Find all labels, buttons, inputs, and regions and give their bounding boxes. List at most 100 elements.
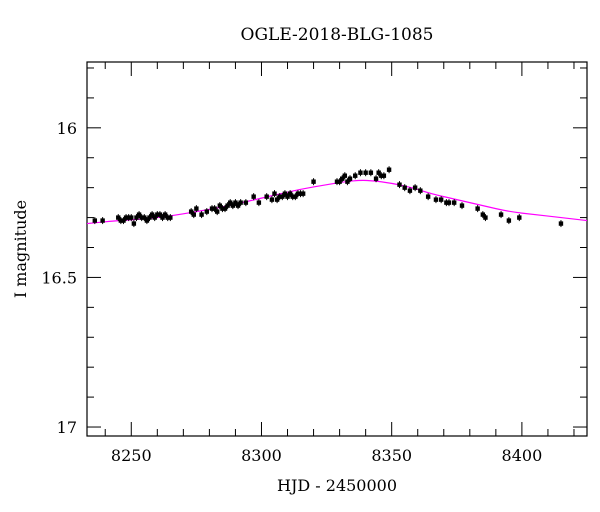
point-marker (282, 191, 288, 196)
data-point (412, 184, 418, 192)
data-point (194, 205, 199, 213)
point-marker (358, 170, 363, 175)
point-marker (353, 173, 358, 178)
point-marker (280, 194, 285, 199)
data-point (293, 193, 298, 201)
data-point (100, 217, 105, 225)
data-point (285, 193, 290, 201)
data-point (168, 214, 173, 222)
data-point (363, 169, 368, 177)
point-marker (264, 194, 269, 199)
point-marker (295, 191, 301, 196)
point-marker (412, 185, 418, 190)
data-point (126, 214, 131, 222)
data-point (165, 214, 170, 222)
axis-ticks (87, 62, 587, 436)
data-point (287, 190, 293, 198)
point-marker (230, 203, 236, 208)
data-point (402, 184, 407, 192)
data-point (92, 217, 98, 225)
data-point (230, 202, 236, 210)
data-point (347, 175, 353, 183)
data-point (373, 175, 379, 183)
data-point (277, 193, 282, 201)
data-point (264, 193, 269, 201)
point-marker (293, 194, 298, 199)
data-point (483, 214, 488, 222)
point-marker (407, 188, 413, 193)
point-marker (345, 179, 350, 184)
point-marker (165, 215, 170, 220)
point-marker (215, 209, 220, 214)
data-point (121, 217, 126, 225)
data-point (300, 190, 306, 198)
data-point (269, 196, 275, 204)
point-marker (123, 215, 129, 220)
data-point (225, 202, 230, 210)
point-marker (118, 218, 124, 223)
data-point (139, 214, 144, 222)
data-point (256, 199, 262, 207)
data-point (123, 214, 129, 222)
data-point (425, 193, 431, 201)
data-point (157, 211, 163, 219)
point-marker (386, 167, 392, 172)
point-marker (334, 179, 340, 184)
point-marker (290, 194, 295, 199)
data-point (160, 214, 165, 222)
point-marker (144, 218, 150, 223)
point-marker (256, 200, 262, 205)
y-tick-label: 17 (57, 418, 77, 437)
point-marker (204, 209, 209, 214)
data-point (217, 202, 223, 210)
data-point (149, 211, 155, 219)
data-point (282, 190, 288, 198)
data-point (295, 190, 301, 198)
point-marker (233, 200, 238, 205)
point-marker (129, 215, 134, 220)
point-marker (274, 197, 280, 202)
data-point (397, 181, 402, 189)
point-marker (433, 197, 439, 202)
data-point (129, 214, 134, 222)
point-marker (506, 218, 512, 223)
data-point (498, 211, 504, 219)
point-marker (220, 206, 225, 211)
data-point (238, 199, 243, 207)
y-tick-label: 16.5 (41, 268, 77, 287)
point-marker (162, 212, 168, 217)
point-marker (347, 176, 353, 181)
data-point (118, 217, 124, 225)
data-point (155, 211, 160, 219)
data-point (342, 172, 348, 180)
data-point (379, 172, 384, 180)
point-marker (222, 206, 228, 211)
point-marker (168, 215, 173, 220)
point-marker (397, 182, 402, 187)
point-marker (480, 212, 486, 217)
plot-frame (86, 61, 588, 437)
data-point (235, 202, 241, 210)
data-point (345, 178, 350, 186)
data-point (368, 169, 374, 177)
data-point (376, 169, 381, 177)
data-point (274, 196, 280, 204)
data-point (215, 208, 220, 216)
data-point (558, 220, 564, 228)
data-point (353, 172, 358, 180)
data-point (418, 187, 423, 195)
point-marker (92, 218, 98, 223)
data-point (131, 220, 137, 228)
data-point (337, 178, 342, 186)
data-point (220, 205, 225, 213)
data-point (116, 214, 121, 222)
data-point (188, 208, 194, 216)
data-point (407, 187, 413, 195)
point-marker (199, 212, 204, 217)
chart-title: OGLE-2018-BLG-1085 (241, 25, 434, 45)
point-marker (498, 212, 504, 217)
data-points (92, 166, 564, 228)
point-marker (251, 194, 256, 199)
point-marker (418, 188, 423, 193)
x-axis-label: HJD - 2450000 (277, 476, 397, 495)
